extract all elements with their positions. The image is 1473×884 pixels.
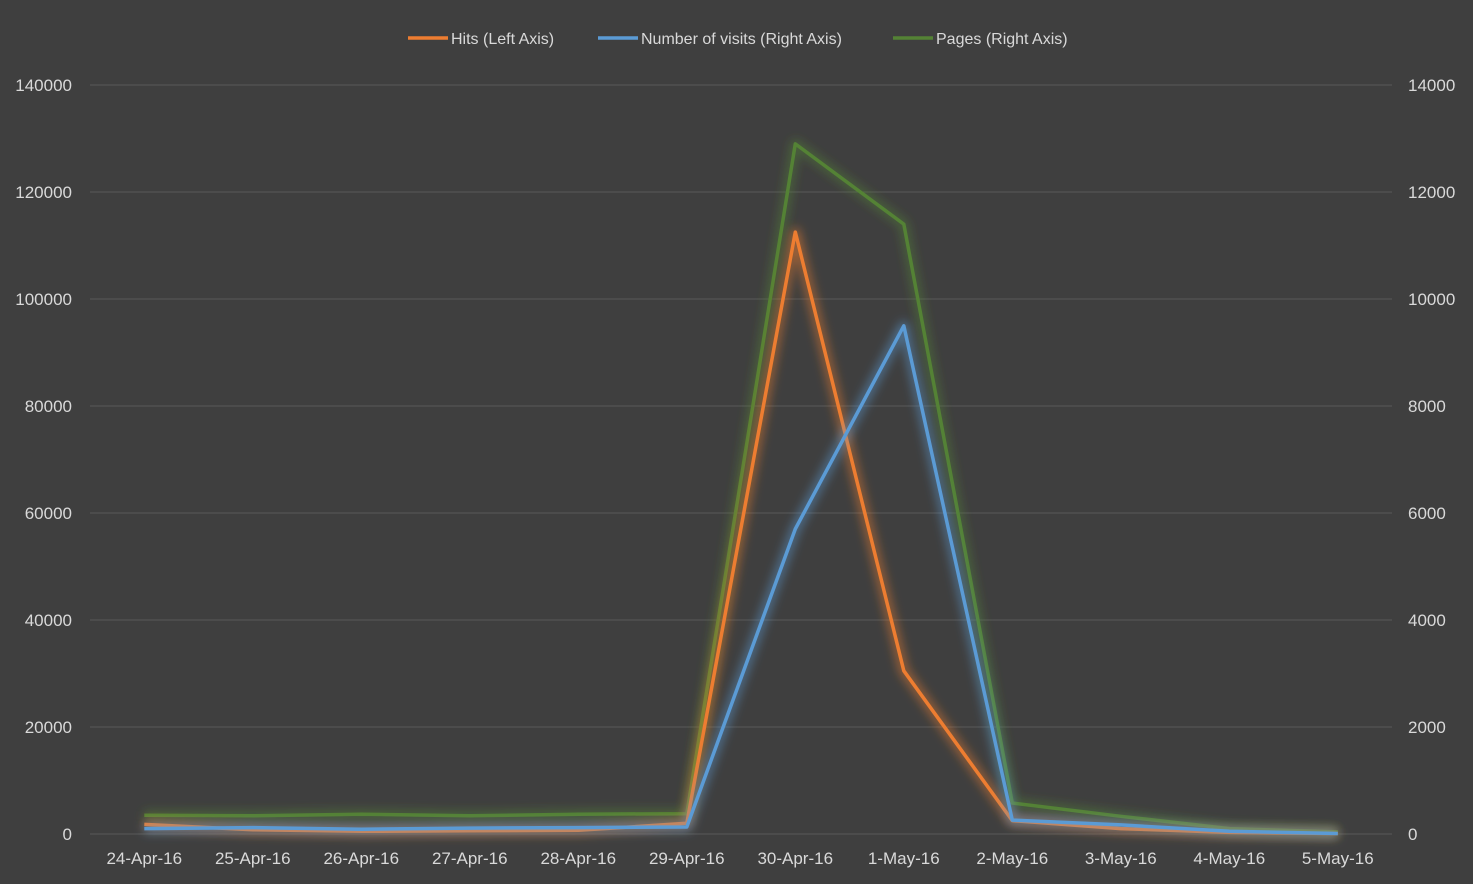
left-tick-label: 40000 — [25, 611, 72, 630]
x-tick-label: 4-May-16 — [1193, 849, 1265, 868]
left-tick-label: 100000 — [15, 290, 72, 309]
x-tick-label: 26-Apr-16 — [323, 849, 399, 868]
series-line-pages-right-axis — [144, 142, 1338, 834]
right-tick-label: 2000 — [1408, 718, 1446, 737]
legend: Hits (Left Axis) Number of visits (Right … — [408, 31, 1068, 48]
legend-label: Pages (Right Axis) — [936, 31, 1068, 48]
right-tick-label: 0 — [1408, 825, 1417, 844]
x-tick-label: 29-Apr-16 — [649, 849, 725, 868]
x-tick-label: 28-Apr-16 — [540, 849, 616, 868]
legend-label: Hits (Left Axis) — [451, 31, 554, 48]
x-tick-label: 3-May-16 — [1085, 849, 1157, 868]
x-tick-label: 1-May-16 — [868, 849, 940, 868]
x-tick-label: 5-May-16 — [1302, 849, 1374, 868]
series-line-number-of-visits-right-axis — [144, 324, 1338, 836]
left-tick-label: 140000 — [15, 76, 72, 95]
x-tick-label: 25-Apr-16 — [215, 849, 291, 868]
gridlines — [90, 84, 1392, 835]
series-lines — [144, 139, 1338, 838]
right-tick-label: 6000 — [1408, 504, 1446, 523]
legend-label: Number of visits (Right Axis) — [641, 31, 842, 48]
left-tick-label: 120000 — [15, 183, 72, 202]
right-tick-label: 10000 — [1408, 290, 1455, 309]
left-tick-label: 0 — [63, 825, 72, 844]
right-tick-label: 8000 — [1408, 397, 1446, 416]
x-tick-label: 27-Apr-16 — [432, 849, 508, 868]
right-tick-label: 14000 — [1408, 76, 1455, 95]
x-tick-label: 2-May-16 — [976, 849, 1048, 868]
left-tick-label: 60000 — [25, 504, 72, 523]
left-tick-label: 80000 — [25, 397, 72, 416]
left-axis-tick-labels: 0 20000 40000 60000 80000 100000 120000 140000 — [15, 76, 72, 844]
right-axis-tick-labels: 0 2000 4000 6000 8000 10000 12000 14000 — [1408, 76, 1455, 844]
x-axis-tick-labels: 24-Apr-16 25-Apr-16 26-Apr-16 27-Apr-16 28-A… — [106, 849, 1373, 868]
right-tick-label: 12000 — [1408, 183, 1455, 202]
right-tick-label: 4000 — [1408, 611, 1446, 630]
left-tick-label: 20000 — [25, 718, 72, 737]
x-tick-label: 30-Apr-16 — [757, 849, 833, 868]
x-tick-label: 24-Apr-16 — [106, 849, 182, 868]
